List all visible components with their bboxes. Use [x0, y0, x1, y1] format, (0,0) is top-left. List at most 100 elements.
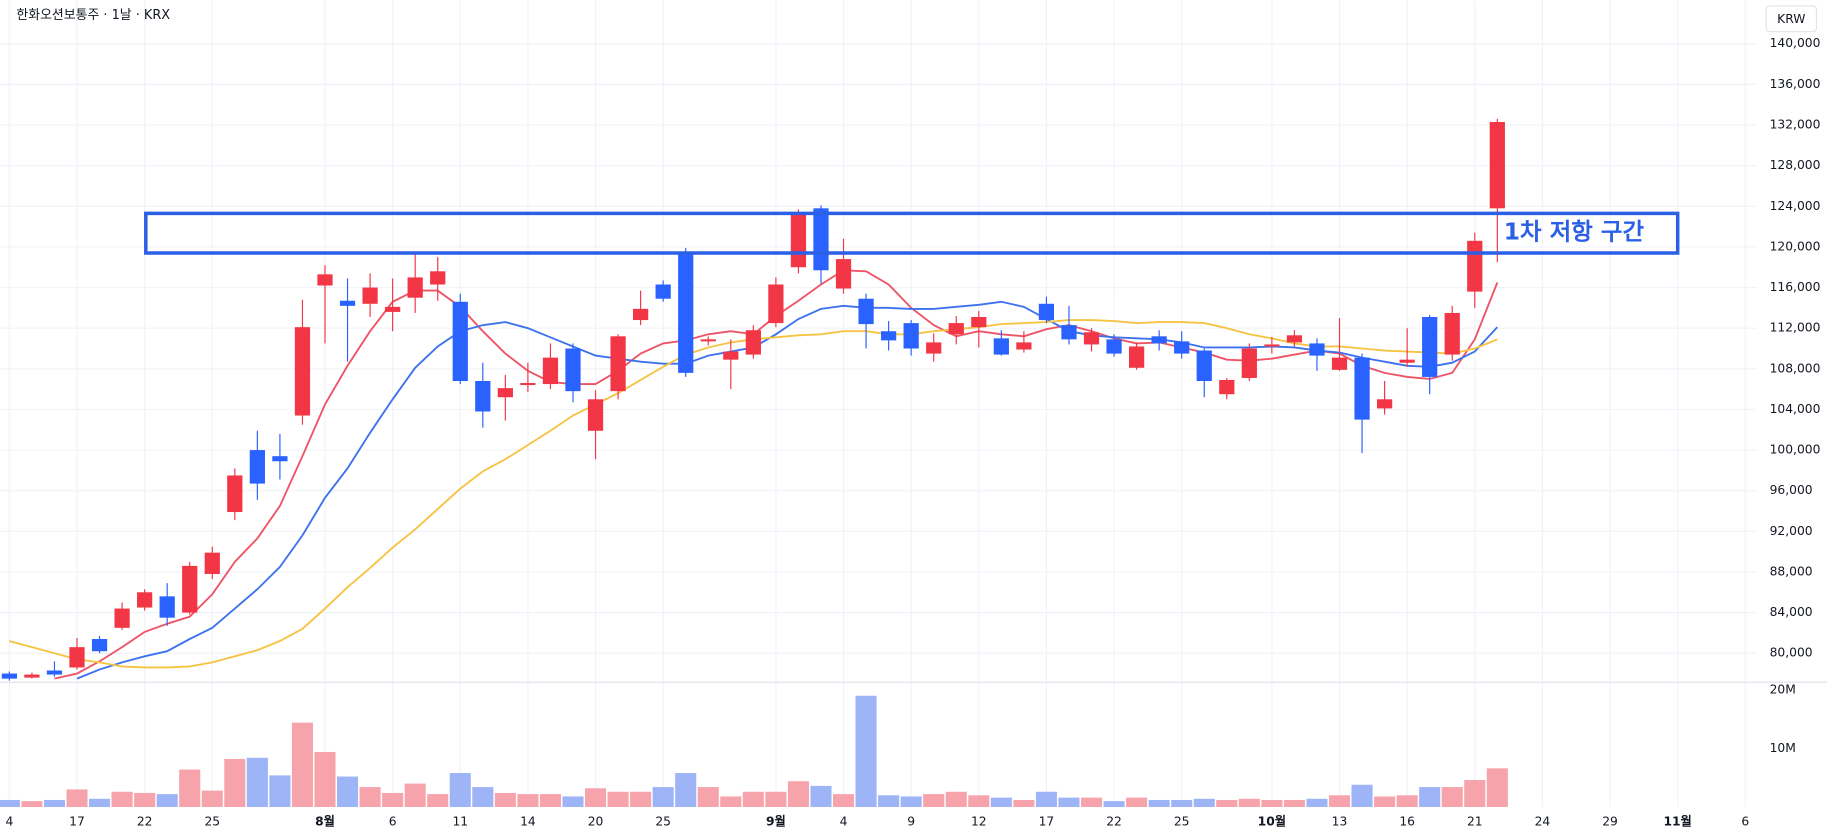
volume-bar [832, 794, 855, 807]
candle-body [633, 308, 649, 321]
volume-tick-label: 20M [1770, 682, 1796, 696]
volume-bar [900, 796, 922, 807]
candle-body [700, 339, 716, 342]
candle-body [204, 552, 220, 575]
volume-bar [1013, 799, 1035, 807]
volume-bar [404, 783, 426, 807]
candle-body [249, 450, 265, 484]
currency-button[interactable] [1765, 5, 1818, 33]
candle-body [1151, 336, 1167, 344]
price-pane [1, 118, 1505, 681]
volume-bar [66, 789, 88, 807]
x-tick-label: 25 [1174, 815, 1190, 829]
volume-bar [720, 796, 742, 807]
volume-bar [21, 801, 43, 807]
candle-body [385, 306, 401, 312]
x-tick-label: 17 [1039, 815, 1055, 829]
volume-bar [1464, 780, 1486, 807]
candle-body [91, 639, 108, 652]
volume-bar [765, 791, 787, 807]
volume-bar [1216, 799, 1238, 807]
x-tick-label: 6 [1741, 815, 1749, 829]
volume-bar [1126, 797, 1148, 807]
candle-body [430, 271, 446, 285]
candle-body [1376, 399, 1393, 409]
volume-bar [1486, 768, 1508, 807]
candle-body [926, 342, 942, 354]
candle-body [790, 213, 807, 268]
y-tick-label: 92,000 [1770, 524, 1813, 538]
candle-body [1399, 359, 1415, 363]
volume-bar [156, 794, 178, 807]
candle-body [46, 670, 63, 675]
volume-bar [246, 757, 268, 807]
chart-title: 한화오션보통주 · 1날 · KRX [16, 8, 170, 23]
volume-bar [1103, 801, 1125, 807]
x-tick-label: 6 [389, 815, 397, 829]
candle-body [1016, 342, 1032, 350]
x-tick-label: 9월 [766, 814, 786, 829]
volume-bar [201, 790, 223, 807]
volume-bar [111, 791, 133, 807]
candle-body [1241, 348, 1257, 378]
grid [0, 0, 1757, 807]
volume-bar [1419, 787, 1441, 807]
annotation-label: 1차 저항 구간 [1504, 218, 1645, 246]
candle-body [407, 277, 423, 298]
x-tick-label: 14 [520, 815, 536, 829]
candle-body [542, 357, 559, 385]
volume-bar [787, 781, 809, 807]
candle-body [1, 673, 17, 679]
candle-body [1331, 357, 1348, 370]
candle-body [881, 331, 897, 341]
volume-bar [336, 776, 359, 807]
x-tick-label: 12 [971, 815, 987, 829]
volume-tick-label: 10M [1770, 741, 1796, 755]
currency-label[interactable]: KRW [1777, 12, 1805, 26]
candle-body [768, 284, 784, 324]
x-tick-label: 21 [1467, 815, 1483, 829]
volume-bar [562, 796, 584, 807]
candle-body [1422, 317, 1438, 377]
candle-body [745, 330, 761, 355]
candle-body [159, 596, 175, 618]
candle-body [1354, 357, 1370, 420]
y-tick-label: 88,000 [1770, 564, 1813, 578]
volume-bar [1171, 799, 1193, 807]
volume-bar [517, 794, 539, 807]
candle-body [565, 348, 581, 392]
candle-body [903, 323, 919, 349]
y-tick-label: 136,000 [1770, 77, 1821, 91]
volume-bar [878, 795, 900, 807]
volume-bar [1035, 791, 1057, 807]
candle-body [1128, 346, 1145, 368]
candle-body [948, 323, 964, 335]
volume-bar [1328, 795, 1351, 807]
volume-bar [449, 773, 471, 807]
y-tick-label: 128,000 [1770, 158, 1821, 172]
volume-bar [945, 791, 967, 807]
volume-bar [494, 792, 516, 807]
y-tick-label: 96,000 [1770, 483, 1813, 497]
candle-body [182, 565, 198, 613]
candle-body [69, 647, 85, 668]
y-tick-label: 104,000 [1770, 402, 1821, 416]
candle-body [1174, 341, 1190, 354]
volume-bar [675, 773, 697, 807]
x-tick-label: 29 [1602, 815, 1618, 829]
volume-bar [810, 785, 832, 807]
x-tick-label: 24 [1535, 815, 1551, 829]
volume-bar [855, 695, 877, 807]
volume-bar [923, 794, 945, 807]
volume-bar [630, 791, 652, 807]
x-tick-label: 16 [1399, 815, 1415, 829]
volume-bar [1441, 787, 1463, 807]
candle-body [1083, 332, 1100, 345]
x-tick-label: 8월 [315, 814, 335, 829]
candle-body [587, 399, 604, 431]
volume-bar [134, 792, 156, 807]
volume-bar [968, 795, 990, 807]
candle-body [858, 298, 874, 325]
y-tick-label: 100,000 [1770, 443, 1821, 457]
